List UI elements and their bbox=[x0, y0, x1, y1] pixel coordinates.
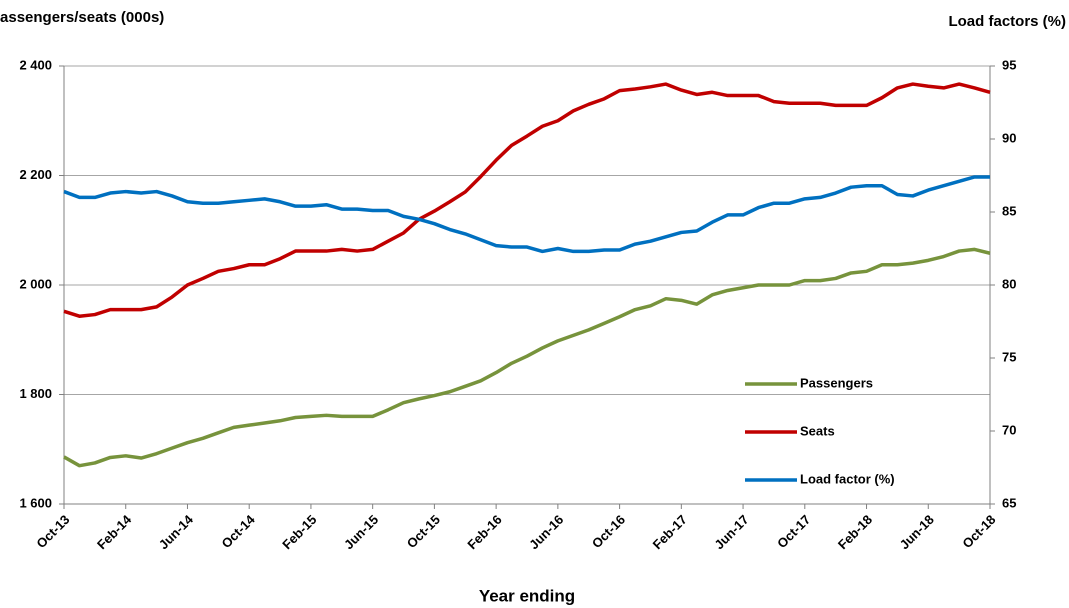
series-line bbox=[63, 247, 991, 468]
x-tick-label: Jun-16 bbox=[526, 512, 566, 552]
x-tick-label: Jun-18 bbox=[897, 512, 937, 552]
series-line bbox=[63, 82, 991, 318]
x-tick-label: Jun-17 bbox=[711, 512, 751, 552]
y-tick-label: 2 000 bbox=[19, 276, 52, 291]
x-tick-label: Feb-16 bbox=[464, 512, 504, 552]
x-axis-title: Year ending bbox=[479, 586, 575, 605]
right-axis-title: Load factors (%) bbox=[948, 13, 1066, 30]
y2-tick-label: 90 bbox=[1002, 130, 1016, 145]
y-tick-label: 1 800 bbox=[19, 386, 52, 401]
y2-tick-label: 95 bbox=[1002, 57, 1016, 72]
y2-tick-label: 85 bbox=[1002, 203, 1016, 218]
x-tick-label: Feb-17 bbox=[650, 512, 690, 552]
x-tick-label: Feb-14 bbox=[94, 511, 135, 552]
x-tick-label: Jun-15 bbox=[341, 512, 381, 552]
x-tick-label: Oct-15 bbox=[404, 512, 443, 551]
y-tick-label: 1 600 bbox=[19, 495, 52, 510]
left-axis-title: Passengers/seats (000s) bbox=[0, 9, 164, 26]
x-tick-label: Oct-13 bbox=[33, 512, 72, 551]
x-tick-label: Oct-17 bbox=[774, 512, 813, 551]
x-tick-label: Oct-16 bbox=[589, 512, 628, 551]
series-line bbox=[63, 175, 990, 254]
y2-tick-label: 70 bbox=[1002, 422, 1016, 437]
legend-label: Passengers bbox=[800, 375, 873, 390]
x-tick-label: Oct-14 bbox=[219, 511, 259, 551]
legend-label: Load factor (%) bbox=[800, 471, 895, 486]
x-tick-label: Feb-18 bbox=[835, 512, 875, 552]
legend-label: Seats bbox=[800, 423, 835, 438]
y2-tick-label: 75 bbox=[1002, 349, 1016, 364]
x-tick-label: Feb-15 bbox=[279, 512, 319, 552]
x-tick-label: Oct-18 bbox=[959, 512, 998, 551]
y2-tick-label: 80 bbox=[1002, 276, 1016, 291]
y-tick-label: 2 200 bbox=[19, 167, 52, 182]
x-tick-label: Jun-14 bbox=[156, 511, 197, 552]
y2-tick-label: 65 bbox=[1002, 495, 1016, 510]
y-tick-label: 2 400 bbox=[19, 57, 52, 72]
